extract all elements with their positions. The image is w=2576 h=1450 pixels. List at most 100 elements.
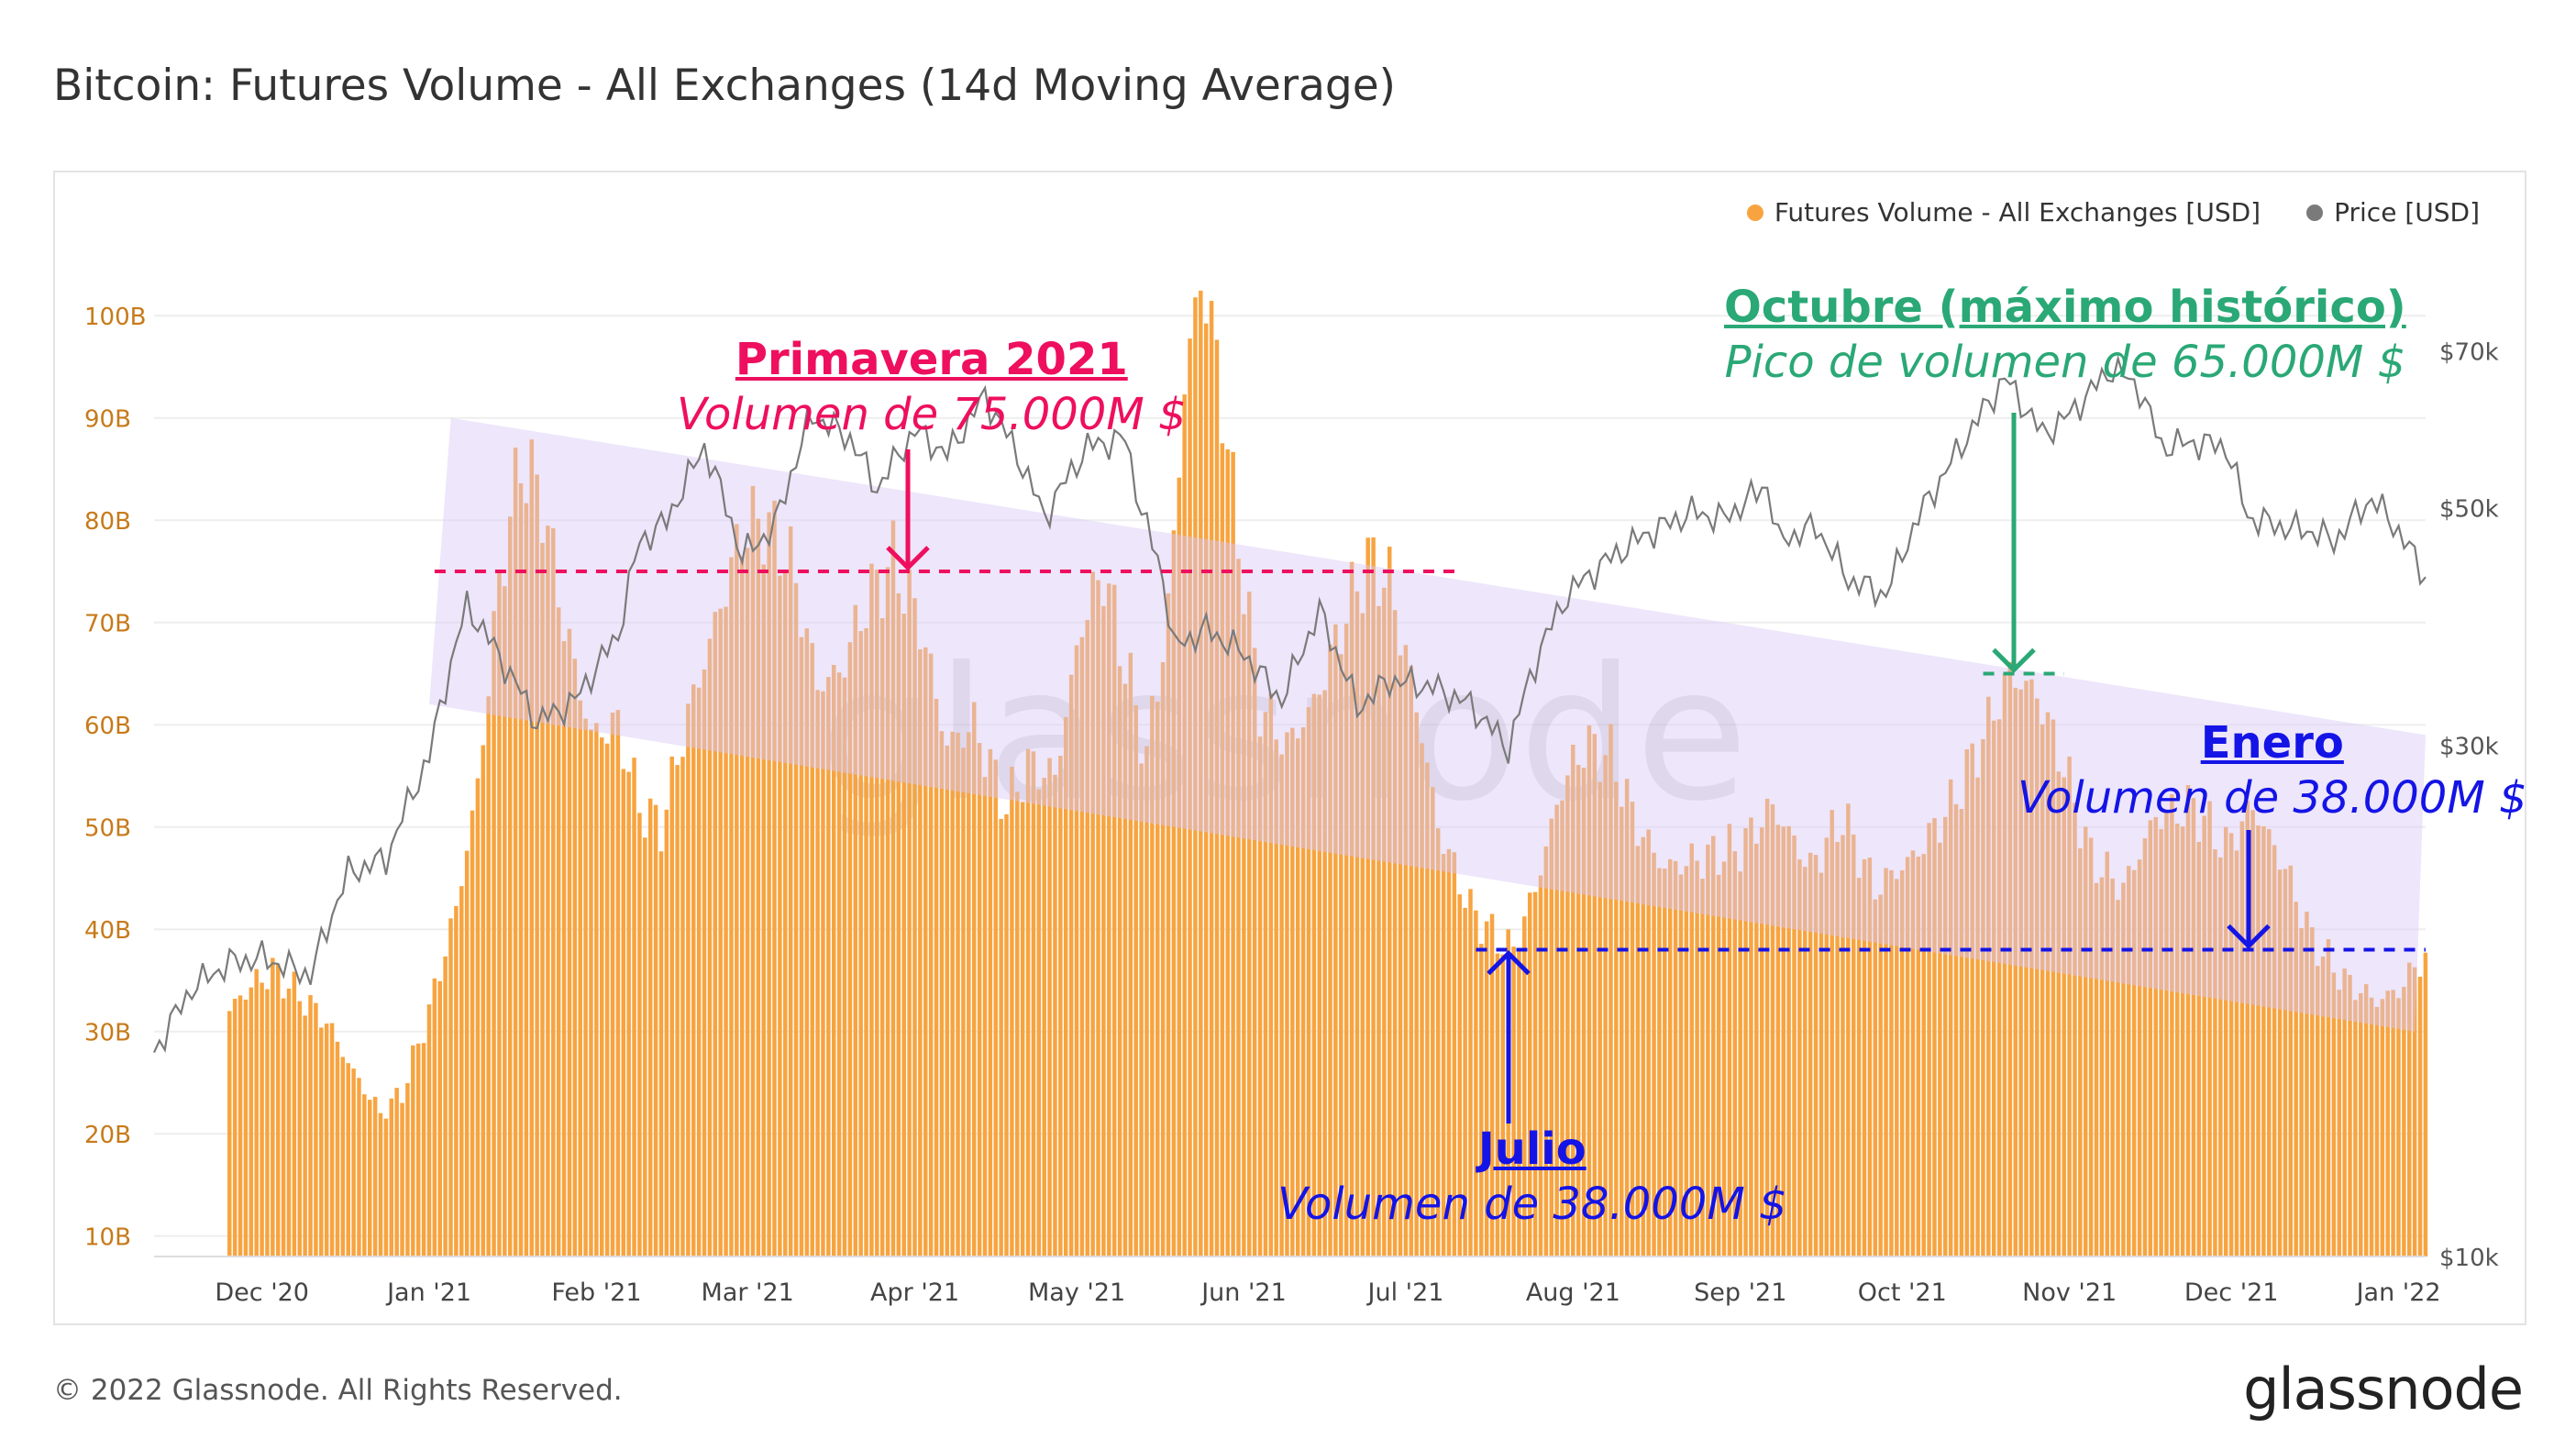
volume-bar — [1921, 854, 1926, 1256]
y-tick-label: 50B — [84, 815, 131, 843]
volume-bar — [1716, 874, 1721, 1256]
volume-bar — [1754, 843, 1759, 1256]
volume-bar — [907, 569, 912, 1256]
volume-bar — [1150, 695, 1155, 1256]
volume-bar — [610, 712, 615, 1256]
volume-bar — [1851, 834, 1856, 1256]
legend-item-volume[interactable]: Futures Volume - All Exchanges [USD] — [1746, 197, 2261, 227]
volume-bar — [810, 643, 814, 1256]
volume-bar — [2223, 826, 2228, 1256]
glassnode-logo: glassnode — [2243, 1356, 2524, 1422]
volume-bar — [405, 1082, 410, 1256]
volume-bar — [713, 612, 718, 1256]
y2-tick-label: $10k — [2439, 1245, 2499, 1272]
x-tick-label: Aug '21 — [1526, 1278, 1620, 1307]
volume-bar — [815, 690, 820, 1256]
volume-bar — [702, 669, 707, 1256]
volume-bar — [2083, 826, 2088, 1256]
volume-bar — [340, 1057, 346, 1256]
volume-bar — [2272, 845, 2277, 1256]
volume-bar — [1484, 921, 1489, 1256]
volume-bar — [918, 648, 923, 1256]
x-tick-label: Jan '21 — [385, 1278, 471, 1307]
volume-bar — [2423, 952, 2428, 1256]
volume-bar — [1247, 592, 1252, 1256]
volume-bar — [847, 642, 853, 1256]
volume-bar — [1587, 725, 1592, 1256]
volume-bar — [1263, 712, 1268, 1256]
volume-bar — [2110, 878, 2115, 1256]
volume-bar — [249, 987, 254, 1256]
volume-bar — [1300, 726, 1306, 1256]
spring-arrow-head — [886, 546, 930, 571]
volume-bar — [2348, 974, 2352, 1256]
volume-bar — [1527, 892, 1532, 1256]
volume-bar — [454, 905, 459, 1256]
volume-bar — [1193, 297, 1198, 1256]
volume-bar — [1517, 949, 1521, 1256]
volume-bar — [1808, 852, 1813, 1256]
x-tick-label: Dec '20 — [215, 1278, 309, 1307]
x-tick-label: May '21 — [1028, 1278, 1125, 1307]
volume-bar — [1846, 803, 1851, 1256]
volume-bar — [1560, 800, 1564, 1256]
volume-bar — [772, 500, 777, 1256]
volume-bar — [1117, 666, 1122, 1256]
volume-bar — [1916, 857, 1921, 1256]
volume-bar — [400, 1102, 404, 1256]
y2-tick-label: $70k — [2439, 339, 2499, 367]
annotation-january-title: Enero — [2200, 717, 2344, 769]
volume-bar — [707, 638, 713, 1256]
volume-bar — [314, 1002, 318, 1256]
volume-bar — [1641, 836, 1646, 1256]
volume-bar — [1500, 954, 1506, 1256]
volume-bar — [637, 813, 642, 1256]
volume-bar — [2228, 833, 2234, 1256]
volume-bar — [1910, 850, 1916, 1256]
volume-bar — [2013, 687, 2018, 1256]
x-tick-label: Sep '21 — [1694, 1278, 1786, 1307]
january-arrow-head — [2227, 924, 2271, 950]
volume-bar — [2088, 837, 2094, 1256]
volume-bar — [1403, 645, 1409, 1256]
chart-title: Bitcoin: Futures Volume - All Exchanges … — [53, 61, 1396, 111]
volume-bar — [2018, 689, 2023, 1256]
volume-bar — [2078, 847, 2083, 1256]
volume-bar — [260, 982, 264, 1256]
volume-bar — [1111, 584, 1117, 1256]
volume-bar — [529, 439, 534, 1256]
volume-bar — [368, 1100, 372, 1256]
volume-bar — [524, 503, 529, 1256]
volume-bar — [1457, 894, 1462, 1256]
volume-bar — [2239, 821, 2245, 1256]
volume-bar — [1376, 605, 1381, 1256]
volume-bar — [1732, 851, 1738, 1256]
volume-bar — [1199, 290, 1203, 1257]
volume-bar — [1673, 860, 1678, 1256]
volume-bar — [2380, 999, 2385, 1256]
volume-bar — [821, 691, 825, 1256]
volume-bar — [875, 570, 879, 1256]
volume-bar — [1856, 878, 1862, 1256]
volume-bar — [227, 1011, 232, 1256]
volume-bar — [2402, 986, 2406, 1256]
volume-bar — [1792, 836, 1797, 1256]
volume-bar — [831, 664, 836, 1256]
volume-bar — [271, 957, 275, 1256]
volume-bar — [2288, 865, 2294, 1256]
volume-bar — [1274, 739, 1278, 1256]
volume-bar — [836, 672, 842, 1256]
volume-bar — [2374, 1006, 2380, 1256]
volume-bar — [890, 520, 896, 1256]
volume-bar — [1489, 913, 1495, 1256]
legend-item-price[interactable]: Price [USD] — [2306, 197, 2480, 227]
volume-bar — [1068, 674, 1074, 1256]
volume-bar — [643, 837, 647, 1256]
x-tick-label: Mar '21 — [702, 1278, 794, 1307]
volume-bar — [1620, 806, 1624, 1256]
volume-bar — [1543, 846, 1549, 1256]
volume-bar — [1446, 848, 1452, 1256]
volume-bar — [351, 1068, 356, 1256]
volume-bar — [1242, 614, 1246, 1256]
volume-bar — [1047, 758, 1052, 1256]
